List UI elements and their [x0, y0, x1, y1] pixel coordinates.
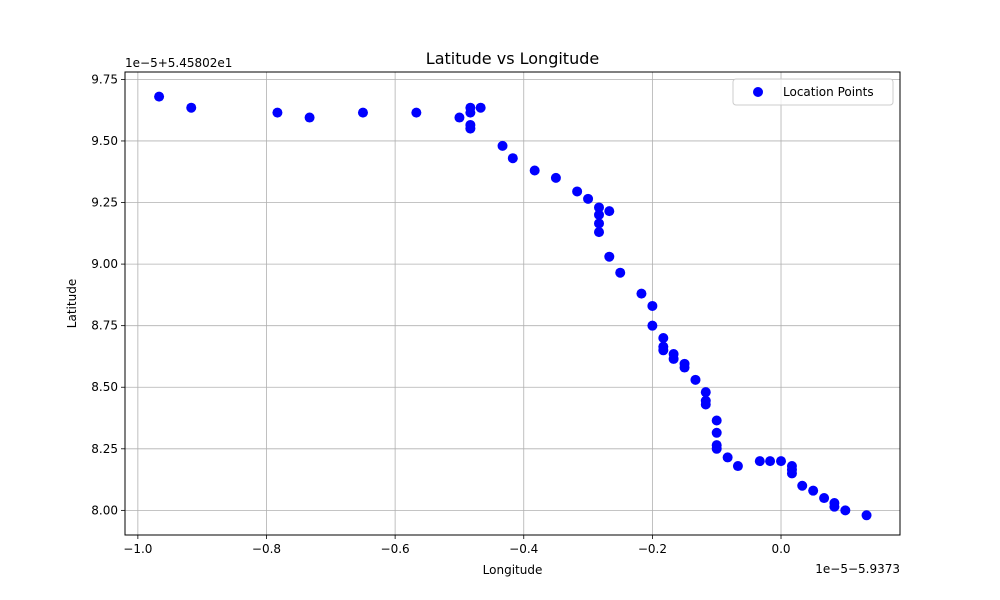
grid: [125, 72, 900, 535]
data-point: [550, 172, 561, 183]
y-tick-label: 8.25: [91, 442, 118, 456]
data-point: [819, 493, 830, 504]
data-point: [454, 112, 465, 123]
x-offset-text: 1e−5−5.9373: [815, 562, 900, 576]
data-point: [411, 107, 422, 118]
legend-label: Location Points: [783, 85, 874, 99]
data-point: [154, 91, 165, 102]
plot-frame: [124, 71, 901, 536]
data-point: [272, 107, 283, 118]
x-axis-ticks: −1.0 −0.8 −0.6 −0.4 −0.2 0.0: [123, 535, 791, 556]
y-offset-text: 1e−5+5.45802e1: [125, 56, 232, 70]
data-point: [668, 353, 679, 364]
data-point: [594, 218, 605, 229]
data-point: [615, 267, 626, 278]
data-point: [658, 332, 669, 343]
data-point: [304, 112, 315, 123]
data-point: [594, 227, 605, 238]
y-tick-label: 8.50: [91, 380, 118, 394]
x-tick-label: 0.0: [771, 542, 790, 556]
x-tick-label: −0.4: [509, 542, 538, 556]
y-tick-label: 9.50: [91, 134, 118, 148]
data-point: [186, 102, 197, 113]
data-point: [700, 387, 711, 398]
data-point: [690, 374, 701, 385]
x-axis-label: Longitude: [483, 563, 543, 577]
y-tick-label: 8.75: [91, 319, 118, 333]
data-point: [357, 107, 368, 118]
data-point: [604, 206, 615, 217]
data-point: [765, 456, 776, 467]
data-point: [647, 300, 658, 311]
data-point: [507, 153, 518, 164]
data-point: [594, 209, 605, 220]
data-point: [861, 510, 872, 521]
x-tick-label: −1.0: [123, 542, 152, 556]
y-tick-label: 9.75: [91, 72, 118, 86]
data-point: [475, 102, 486, 113]
data-point: [647, 320, 658, 331]
y-axis-label: Latitude: [65, 279, 79, 328]
data-point: [658, 345, 669, 356]
y-axis-ticks: 8.00 8.25 8.50 8.75 9.00 9.25 9.50 9.75: [91, 72, 125, 517]
legend: Location Points: [732, 78, 894, 106]
data-point: [583, 193, 594, 204]
chart-title: Latitude vs Longitude: [426, 49, 599, 68]
data-point: [722, 452, 733, 463]
data-point: [529, 165, 540, 176]
data-point: [465, 123, 476, 134]
data-point: [840, 505, 851, 516]
points-group: [154, 91, 872, 521]
data-point: [829, 501, 840, 512]
data-point: [700, 399, 711, 410]
x-tick-label: −0.8: [252, 542, 281, 556]
data-point: [711, 415, 722, 426]
x-tick-label: −0.6: [381, 542, 410, 556]
data-point: [636, 288, 647, 299]
x-tick-label: −0.2: [638, 542, 667, 556]
data-point: [808, 485, 819, 496]
data-point: [786, 468, 797, 479]
data-point: [754, 456, 765, 467]
y-tick-label: 9.25: [91, 196, 118, 210]
data-point: [497, 140, 508, 151]
legend-box: [732, 78, 894, 106]
y-tick-label: 8.00: [91, 503, 118, 517]
data-point: [594, 202, 605, 213]
data-point: [465, 107, 476, 118]
data-point: [776, 456, 787, 467]
legend-marker: [753, 87, 763, 97]
data-point: [572, 186, 583, 197]
data-point: [732, 461, 743, 472]
data-point: [679, 362, 690, 373]
data-point: [711, 427, 722, 438]
data-point: [711, 443, 722, 454]
y-tick-label: 9.00: [91, 257, 118, 271]
data-point: [797, 480, 808, 491]
data-point: [604, 251, 615, 262]
